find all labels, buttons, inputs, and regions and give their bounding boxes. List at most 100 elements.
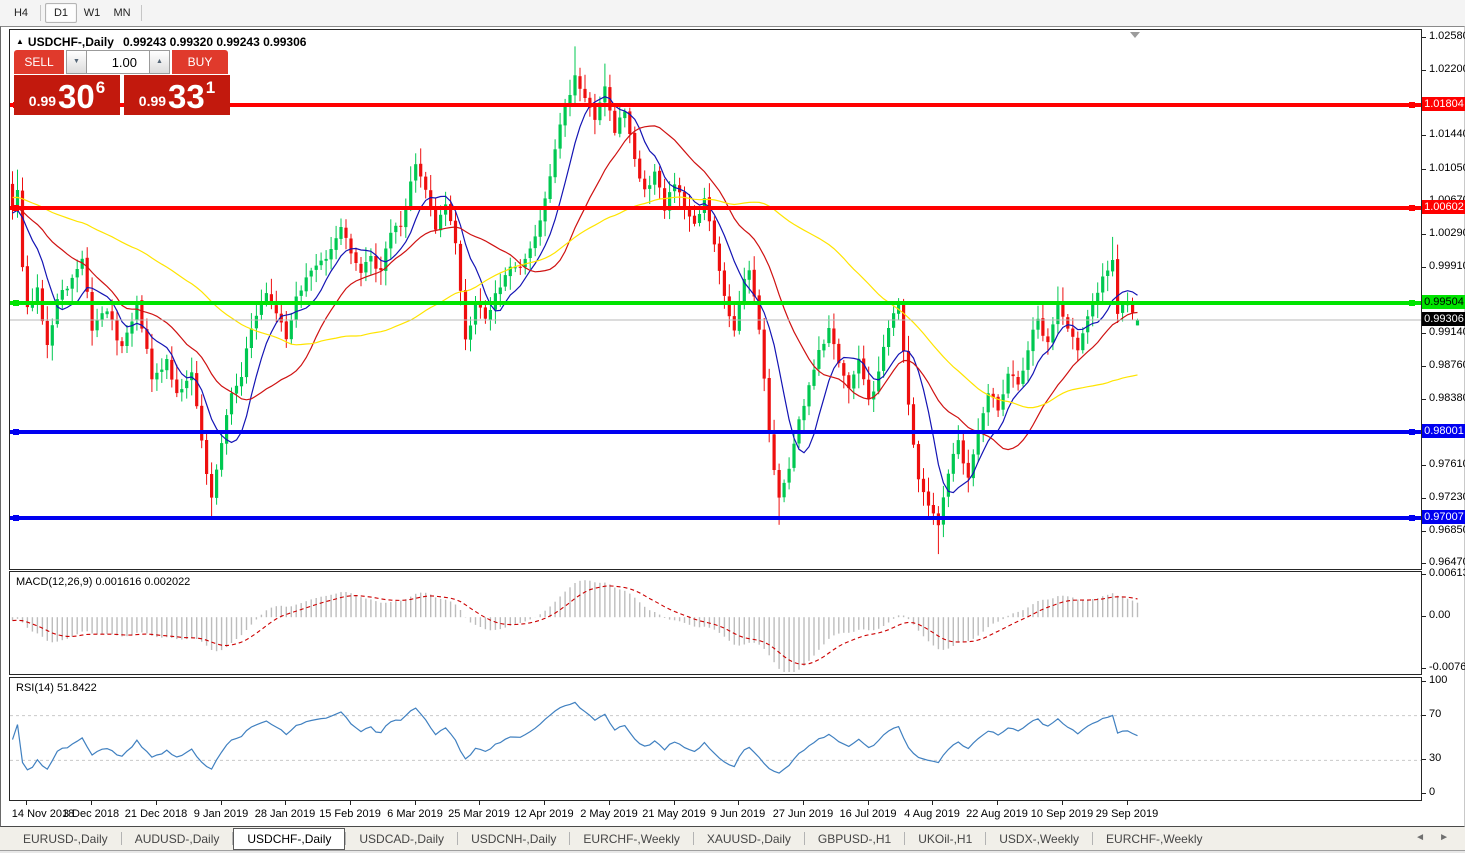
- buy-button[interactable]: BUY: [172, 50, 228, 74]
- date-label: 27 Jun 2019: [772, 808, 834, 820]
- toolbar-separator: [141, 5, 142, 21]
- chart-tabs-bar: ◄ ► EURUSD-,Daily AUDUSD-,Daily USDCHF-,Da…: [0, 827, 1465, 851]
- axis-tick-mark: [1422, 70, 1426, 71]
- hline-price-label: 1.01804: [1422, 97, 1465, 111]
- date-label: 4 Aug 2019: [904, 808, 960, 820]
- tab-divider: [803, 832, 805, 846]
- price-tick-label: 0.97230: [1429, 491, 1465, 503]
- date-label: 10 Sep 2019: [1030, 808, 1094, 820]
- timeframe-button-w1[interactable]: W1: [83, 7, 101, 19]
- price-tick-label: 0.96850: [1429, 524, 1465, 536]
- axis-tick-mark: [1422, 465, 1426, 466]
- quantity-decrease-button[interactable]: ▼: [66, 50, 87, 74]
- sell-button[interactable]: SELL: [14, 50, 64, 74]
- buy-price-display[interactable]: 0.99 33 1: [124, 75, 230, 115]
- price-tick-label: 1.02200: [1429, 63, 1465, 75]
- rsi-tick-label: 100: [1429, 674, 1448, 686]
- date-label: 16 Jul 2019: [839, 808, 897, 820]
- timeframe-button-h4[interactable]: H4: [13, 7, 29, 19]
- collapse-panel-icon[interactable]: ▲: [16, 37, 24, 46]
- date-label: 21 May 2019: [642, 808, 706, 820]
- bottom-tab-usdcad-daily[interactable]: USDCAD-,Daily: [359, 832, 445, 846]
- buy-price-big: 33: [168, 78, 205, 115]
- axis-tick-mark: [1422, 793, 1426, 794]
- tabs-scroll-left-icon[interactable]: ◄: [1415, 832, 1425, 843]
- macd-indicator-pane[interactable]: MACD(12,26,9) 0.001616 0.002022: [9, 571, 1422, 675]
- macd-tick-label: 0.00613: [1429, 567, 1465, 579]
- current-price-label: 0.99306: [1422, 312, 1465, 326]
- hline-price-label: 0.99504: [1422, 295, 1465, 309]
- bottom-tab-eurchf-weekly[interactable]: EURCHF-,Weekly: [1106, 832, 1203, 846]
- date-label: 29 Sep 2019: [1095, 808, 1159, 820]
- date-tick-mark: [285, 801, 286, 805]
- price-tick-label: 0.98760: [1429, 359, 1465, 371]
- date-tick-mark: [156, 801, 157, 805]
- hline-price-label: 0.98001: [1422, 424, 1465, 438]
- date-label: 15 Feb 2019: [319, 808, 381, 820]
- tab-divider: [1092, 832, 1094, 846]
- date-label: 14 Nov 2018: [11, 808, 75, 820]
- rsi-plot[interactable]: [10, 678, 1421, 798]
- time-axis: 14 Nov 2018 3 Dec 2018 21 Dec 2018 9 Jan 20…: [1, 801, 1421, 828]
- bottom-tab-xauusd-daily[interactable]: XAUUSD-,Daily: [706, 832, 791, 846]
- date-tick-mark: [1062, 801, 1063, 805]
- tab-divider: [457, 832, 459, 846]
- rsi-indicator-pane[interactable]: RSI(14) 51.8422: [9, 677, 1422, 801]
- price-plot[interactable]: [10, 30, 1421, 567]
- axis-tick-mark: [1422, 267, 1426, 268]
- date-tick-mark: [350, 801, 351, 805]
- date-label: 28 Jan 2019: [254, 808, 316, 820]
- bottom-tab-audusd-daily[interactable]: AUDUSD-,Daily: [134, 832, 220, 846]
- date-label: 22 Aug 2019: [966, 808, 1028, 820]
- timeframe-button-d1[interactable]: D1: [45, 3, 77, 23]
- axis-tick-mark: [1422, 366, 1426, 367]
- bottom-tab-eurusd-daily[interactable]: EURUSD-,Daily: [23, 832, 108, 846]
- quantity-input[interactable]: [87, 50, 149, 74]
- bottom-tab-eurchf-weekly[interactable]: EURCHF-,Weekly: [583, 832, 680, 846]
- axis-tick-mark: [1422, 531, 1426, 532]
- tabs-scroll-right-icon[interactable]: ►: [1439, 832, 1449, 843]
- hline-price-label: 1.00602: [1422, 200, 1465, 214]
- axis-tick-mark: [1422, 759, 1426, 760]
- toolbar-separator: [40, 5, 41, 21]
- chart-ohlc-values: 0.99243 0.99320 0.99243 0.99306: [122, 35, 307, 49]
- macd-tick-label: 0.00: [1429, 609, 1451, 621]
- timeframe-button-mn[interactable]: MN: [113, 7, 131, 19]
- axis-tick-mark: [1422, 498, 1426, 499]
- date-label: 9 Jun 2019: [710, 808, 766, 820]
- date-label: 6 Mar 2019: [387, 808, 443, 820]
- axis-tick-mark: [1422, 333, 1426, 334]
- axis-tick-mark: [1422, 234, 1426, 235]
- price-chart-pane[interactable]: ▲ USDCHF-,Daily 0.99243 0.99320 0.99243 0.…: [9, 29, 1422, 570]
- bottom-tab-usdx-weekly[interactable]: USDX-,Weekly: [999, 832, 1080, 846]
- macd-plot[interactable]: [10, 572, 1421, 672]
- date-tick-mark: [221, 801, 222, 805]
- bottom-tab-usdchf-daily[interactable]: USDCHF-,Daily: [233, 828, 346, 850]
- sell-price-base: 0.99: [28, 93, 57, 109]
- bottom-tab-ukoil-h1[interactable]: UKOil-,H1: [918, 832, 973, 846]
- bottom-tab-usdcnh-daily[interactable]: USDCNH-,Daily: [471, 832, 557, 846]
- sell-price-display[interactable]: 0.99 30 6: [14, 75, 120, 115]
- date-tick-mark: [479, 801, 480, 805]
- date-tick-mark: [803, 801, 804, 805]
- sell-price-big: 30: [58, 78, 95, 115]
- price-axis: 1.025801.022001.014401.010501.006701.002…: [1422, 27, 1465, 828]
- date-tick-mark: [544, 801, 545, 805]
- date-tick-mark: [1127, 801, 1128, 805]
- bottom-tab-gbpusd-h1[interactable]: GBPUSD-,H1: [817, 832, 892, 846]
- chart-window: ▲ USDCHF-,Daily 0.99243 0.99320 0.99243 0.…: [0, 26, 1465, 827]
- date-tick-mark: [738, 801, 739, 805]
- rsi-indicator-label: RSI(14) 51.8422: [16, 682, 97, 694]
- date-tick-mark: [997, 801, 998, 805]
- quantity-increase-button[interactable]: ▲: [149, 50, 170, 74]
- price-tick-label: 1.01440: [1429, 128, 1465, 140]
- rsi-tick-label: 0: [1429, 786, 1436, 798]
- axis-tick-mark: [1422, 169, 1426, 170]
- tab-divider: [232, 832, 234, 846]
- chart-title: ▲ USDCHF-,Daily 0.99243 0.99320 0.99243 0.…: [16, 35, 306, 49]
- rsi-tick-label: 70: [1429, 708, 1442, 720]
- macd-indicator-label: MACD(12,26,9) 0.001616 0.002022: [16, 576, 191, 588]
- date-label: 3 Dec 2018: [62, 808, 120, 820]
- axis-tick-mark: [1422, 715, 1426, 716]
